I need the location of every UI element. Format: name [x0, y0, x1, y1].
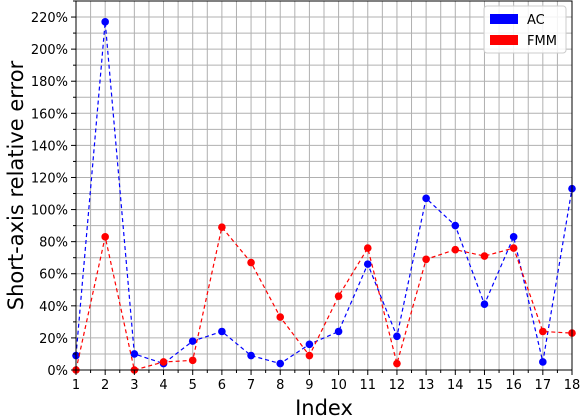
data-point-ac [247, 351, 255, 360]
x-tick-label: 14 [447, 378, 464, 393]
data-point-ac [363, 260, 372, 268]
legend-label-ac: AC [527, 13, 545, 28]
y-tick-label: 220% [31, 11, 68, 26]
y-tick-label: 80% [39, 236, 68, 251]
data-point-fmm [276, 313, 285, 321]
data-point-ac [130, 350, 139, 358]
y-axis-label: Short-axis relative error [4, 60, 28, 310]
legend: AC FMM [483, 5, 567, 54]
data-point-ac [188, 337, 197, 345]
x-tick-label: 9 [305, 378, 313, 393]
x-tick-label: 16 [505, 378, 522, 393]
data-point-ac [539, 358, 547, 366]
y-tick-label: 200% [31, 43, 68, 58]
y-tick-label: 40% [39, 300, 68, 315]
x-tick-label: 18 [564, 378, 581, 393]
series-line-fmm [75, 225, 573, 371]
data-point-fmm [334, 292, 343, 301]
data-point-ac [509, 233, 518, 241]
data-point-ac [305, 340, 314, 349]
data-point-ac [422, 194, 430, 203]
data-point-fmm [422, 255, 430, 264]
x-tick-label: 15 [476, 378, 493, 393]
y-tick-label: 140% [31, 139, 68, 154]
data-point-fmm [188, 356, 197, 365]
x-axis-label: Index [295, 396, 353, 420]
x-tick-label: 6 [218, 378, 226, 393]
ticks: 0%20%40%60%80%100%120%140%160%180%200%22… [31, 0, 581, 393]
data-point-fmm [393, 359, 401, 368]
data-point-fmm [480, 252, 489, 260]
y-tick-label: 0% [47, 364, 68, 379]
data-point-ac [393, 332, 401, 341]
x-tick-label: 11 [359, 378, 376, 393]
data-point-fmm [451, 245, 460, 254]
data-point-fmm [159, 358, 168, 366]
data-point-ac [218, 327, 226, 336]
data-point-fmm [101, 233, 109, 241]
x-tick-label: 3 [130, 378, 138, 393]
data-point-fmm [305, 351, 314, 360]
y-tick-label: 180% [31, 75, 68, 90]
x-tick-label: 1 [72, 378, 80, 393]
data-point-fmm [539, 327, 547, 336]
data-point-fmm [218, 223, 226, 232]
data-point-fmm [363, 244, 372, 252]
data-point-ac [480, 300, 489, 309]
data-point-ac [451, 221, 460, 230]
data-point-ac [334, 327, 343, 336]
legend-label-fmm: FMM [527, 34, 557, 49]
x-tick-label: 7 [247, 378, 255, 393]
x-tick-label: 5 [189, 378, 197, 393]
grid [75, 0, 573, 371]
x-tick-label: 2 [101, 378, 109, 393]
y-tick-label: 60% [39, 268, 68, 283]
y-tick-label: 100% [31, 204, 68, 219]
y-tick-label: 120% [31, 171, 68, 186]
x-tick-label: 4 [159, 378, 167, 393]
x-tick-label: 12 [389, 378, 406, 393]
data-point-fmm [509, 244, 518, 252]
data-point-fmm [247, 258, 255, 267]
x-tick-label: 8 [276, 378, 284, 393]
x-tick-label: 10 [330, 378, 347, 393]
y-tick-label: 160% [31, 107, 68, 122]
y-tick-label: 20% [39, 332, 68, 347]
legend-swatch-ac [490, 14, 518, 24]
data-point-ac [276, 359, 285, 368]
legend-swatch-fmm [490, 35, 518, 45]
x-tick-label: 17 [535, 378, 552, 393]
series-line-ac [75, 21, 573, 365]
data-point-ac [101, 18, 109, 26]
x-tick-label: 13 [418, 378, 435, 393]
